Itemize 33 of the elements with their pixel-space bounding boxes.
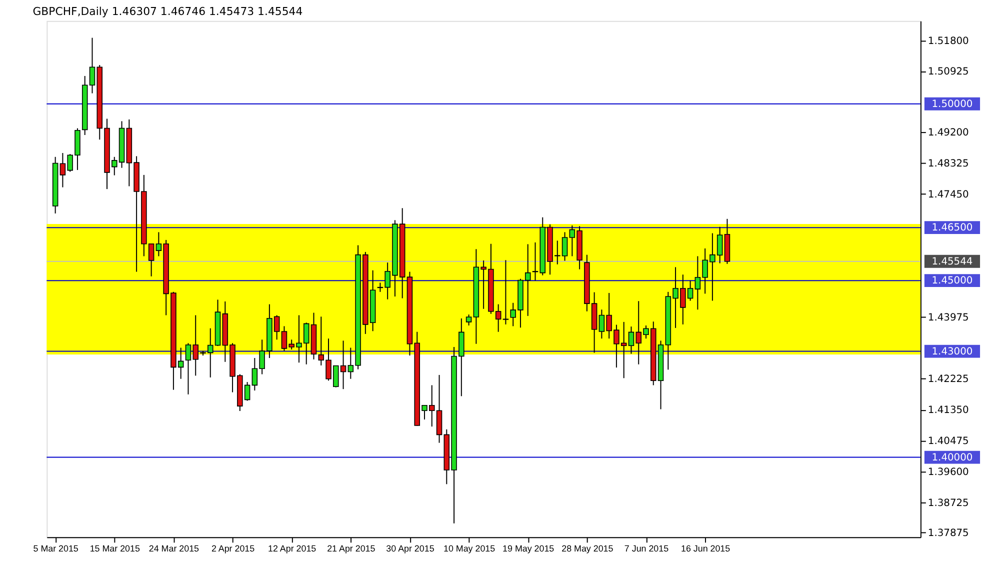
y-tick-label: 1.41350 (928, 405, 969, 416)
y-tick-label: 1.47450 (928, 189, 969, 200)
x-tick-label: 21 Apr 2015 (327, 544, 376, 554)
chart-title: GBPCHF,Daily 1.46307 1.46746 1.45473 1.45544 (32, 4, 303, 18)
x-tick-label: 5 Mar 2015 (33, 544, 78, 554)
ref-line-label: 1.45544 (932, 256, 973, 268)
candlestick (466, 314, 472, 326)
x-tick-label: 24 Mar 2015 (148, 544, 200, 554)
y-tick-label: 1.51800 (928, 36, 969, 47)
y-tick-label: 1.43975 (928, 312, 969, 324)
ref-line-label: 1.50000 (932, 98, 973, 110)
x-tick-label: 15 Mar 2015 (90, 544, 140, 554)
y-tick-label: 1.38725 (928, 498, 969, 509)
x-tick-label: 2 Apr 2015 (211, 544, 255, 554)
y-tick-label: 1.39600 (928, 466, 969, 478)
ref-line-label: 1.46500 (932, 222, 973, 234)
ref-line-label: 1.40000 (932, 452, 973, 464)
x-tick-label: 10 May 2015 (443, 544, 496, 554)
x-tick-label: 30 Apr 2015 (386, 544, 434, 554)
candlestick (502, 260, 509, 325)
x-tick-label: 12 Apr 2015 (268, 544, 316, 554)
x-tick-label: 28 May 2015 (562, 544, 614, 554)
y-tick-label: 1.40475 (928, 436, 969, 447)
x-tick-label: 16 Jun 2015 (680, 544, 730, 554)
y-tick-label: 1.50925 (928, 66, 969, 78)
y-tick-label: 1.48325 (928, 158, 969, 170)
y-tick-label: 1.42225 (928, 374, 969, 386)
ref-line-label: 1.43000 (932, 346, 973, 358)
ref-line-label: 1.45000 (932, 276, 973, 287)
y-tick-label: 1.49200 (928, 128, 969, 139)
x-tick-label: 19 May 2015 (502, 544, 554, 554)
x-tick-label: 7 Jun 2015 (624, 544, 669, 554)
y-tick-label: 1.37875 (928, 528, 969, 539)
